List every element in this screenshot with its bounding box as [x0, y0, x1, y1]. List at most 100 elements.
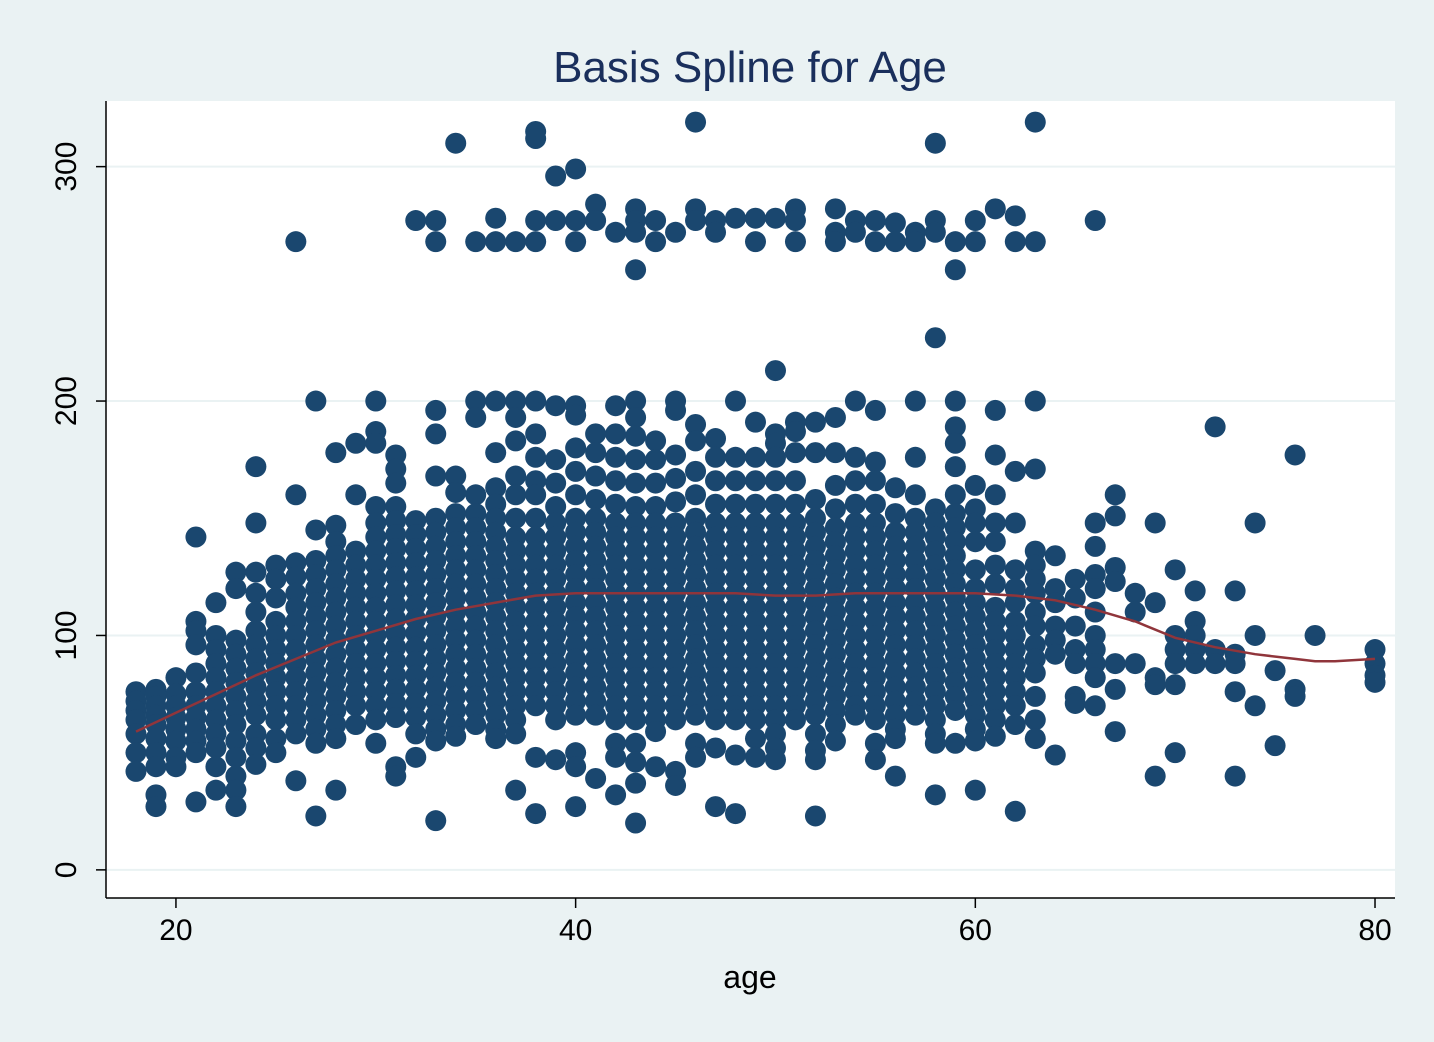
data-point	[1164, 653, 1186, 675]
data-point	[1104, 571, 1126, 593]
data-point	[325, 779, 347, 801]
data-point	[764, 749, 786, 771]
data-point	[1124, 653, 1146, 675]
data-point	[824, 406, 846, 428]
data-point	[525, 507, 547, 529]
data-point	[1024, 111, 1046, 133]
data-point	[984, 531, 1006, 553]
data-point	[764, 446, 786, 468]
data-point	[365, 432, 387, 454]
data-point	[1044, 744, 1066, 766]
data-point	[1084, 512, 1106, 534]
data-point	[265, 709, 287, 731]
data-point	[685, 484, 707, 506]
data-point	[864, 210, 886, 232]
data-point	[784, 421, 806, 443]
data-point	[1164, 742, 1186, 764]
data-point	[485, 207, 507, 229]
data-point	[665, 467, 687, 489]
data-point	[1064, 615, 1086, 637]
data-point	[605, 784, 627, 806]
data-point	[844, 390, 866, 412]
data-point	[864, 470, 886, 492]
data-point	[145, 756, 167, 778]
data-point	[1224, 653, 1246, 675]
data-point	[1004, 695, 1026, 717]
data-point	[1024, 582, 1046, 604]
data-point	[1264, 735, 1286, 757]
data-point	[565, 437, 587, 459]
data-point	[964, 231, 986, 253]
data-point	[485, 728, 507, 750]
data-point	[245, 512, 267, 534]
data-point	[165, 756, 187, 778]
data-point	[924, 132, 946, 154]
data-point	[605, 446, 627, 468]
data-point	[625, 221, 647, 243]
data-point	[445, 481, 467, 503]
data-point	[864, 749, 886, 771]
data-point	[465, 406, 487, 428]
data-point	[1004, 714, 1026, 736]
data-point	[585, 210, 607, 232]
data-point	[505, 723, 527, 745]
data-point	[285, 231, 307, 253]
data-point	[725, 803, 747, 825]
data-point	[884, 231, 906, 253]
data-point	[525, 210, 547, 232]
data-point	[225, 578, 247, 600]
data-point	[525, 128, 547, 150]
data-point	[1124, 601, 1146, 623]
data-point	[585, 442, 607, 464]
data-point	[265, 568, 287, 590]
data-point	[1084, 578, 1106, 600]
data-point	[685, 430, 707, 452]
data-point	[385, 472, 407, 494]
data-point	[525, 803, 547, 825]
data-point	[505, 779, 527, 801]
spline-line	[135, 592, 1376, 733]
data-point	[425, 231, 447, 253]
data-point	[245, 753, 267, 775]
data-point	[764, 360, 786, 382]
data-point	[1284, 685, 1306, 707]
data-point	[625, 709, 647, 731]
data-point	[605, 493, 627, 515]
data-point	[345, 695, 367, 717]
data-point	[325, 728, 347, 750]
data-point	[784, 493, 806, 515]
data-point	[1164, 559, 1186, 581]
data-point	[744, 493, 766, 515]
data-point	[904, 704, 926, 726]
data-point	[185, 634, 207, 656]
x-tick-label: 40	[559, 914, 592, 947]
data-point	[1184, 580, 1206, 602]
data-point	[804, 442, 826, 464]
data-point	[824, 474, 846, 496]
data-point	[245, 601, 267, 623]
data-point	[625, 472, 647, 494]
data-point	[804, 723, 826, 745]
data-point	[165, 730, 187, 752]
data-point	[944, 484, 966, 506]
data-point	[185, 791, 207, 813]
data-point	[405, 746, 427, 768]
data-point	[605, 470, 627, 492]
data-point	[205, 592, 227, 614]
data-point	[205, 737, 227, 759]
data-point	[625, 449, 647, 471]
data-point	[565, 158, 587, 180]
data-point	[545, 496, 567, 518]
data-point	[505, 484, 527, 506]
data-point	[665, 491, 687, 513]
data-point	[725, 493, 747, 515]
data-point	[1084, 210, 1106, 232]
data-point	[1084, 667, 1106, 689]
axes	[96, 101, 1395, 908]
data-point	[884, 503, 906, 525]
data-point	[864, 732, 886, 754]
data-point	[1004, 800, 1026, 822]
data-point	[405, 723, 427, 745]
data-point	[1024, 728, 1046, 750]
